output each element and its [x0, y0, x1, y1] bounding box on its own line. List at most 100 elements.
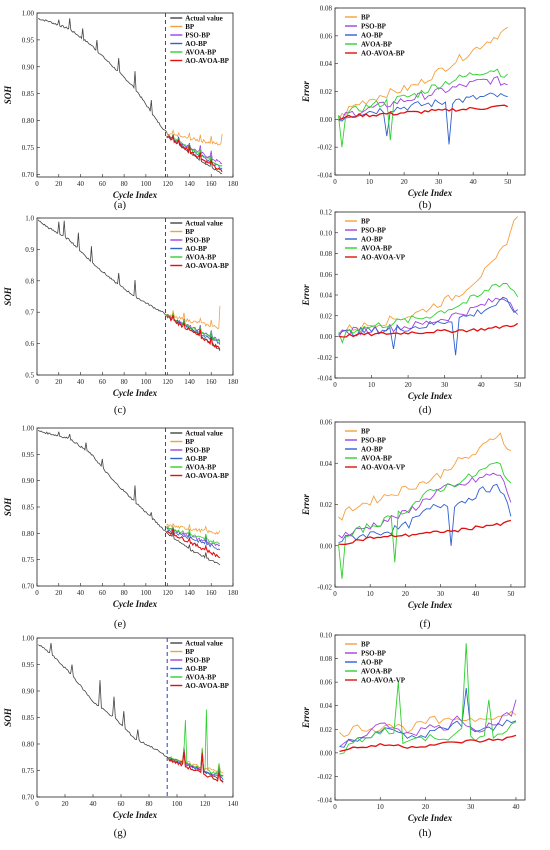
series-aoavoa — [166, 133, 223, 173]
legend-label-bp: BP — [185, 438, 195, 446]
legend-label-bp: BP — [185, 648, 195, 656]
legend-label-avoa: AVOA-BP — [361, 245, 393, 253]
legend-label-aoavoa: AO-AVOA-BP — [185, 682, 229, 690]
series-ao — [338, 92, 508, 145]
legend-label-pso: PSO-BP — [361, 23, 387, 31]
y-tick-label: 0.00 — [320, 116, 333, 124]
x-tick-label: 0 — [35, 800, 39, 808]
x-tick-label: 100 — [172, 800, 183, 808]
y-tick-label: 0.85 — [22, 504, 35, 512]
legend-label-ao: AO-BP — [185, 40, 208, 48]
legend-label-aoavoa: AO-AVOA-VP — [361, 677, 406, 685]
x-tick-label: 40 — [77, 378, 85, 386]
legend-label-avoa: AVOA-BP — [185, 254, 217, 262]
legend-label-avoa: AVOA-BP — [361, 668, 393, 676]
y-tick-label: 0.04 — [320, 60, 333, 68]
x-tick-label: 120 — [162, 180, 173, 188]
legend-label-avoa: AVOA-BP — [185, 49, 217, 57]
panel-d: 0 10 20 30 40 50 -0.04 -0.02 0.00 0.02 0.04 0.06 0.0… — [301, 209, 526, 416]
y-tick-label: 0.95 — [22, 36, 35, 44]
x-axis-label: Cycle Index — [113, 599, 158, 609]
x-tick-label: 0 — [333, 381, 337, 389]
x-tick-label: 60 — [99, 589, 107, 597]
series-pso — [338, 76, 508, 121]
legend-label-bp: BP — [361, 641, 371, 649]
x-tick-label: 160 — [206, 378, 217, 386]
y-tick-label: 0.6 — [25, 340, 34, 348]
x-tick-label: 10 — [368, 381, 376, 389]
y-tick-label: 0.95 — [22, 451, 35, 459]
series-avoa — [339, 643, 517, 755]
x-tick-label: 20 — [55, 180, 63, 188]
legend-label-avoa: AVOA-BP — [185, 674, 217, 682]
x-tick-label: 120 — [200, 800, 211, 808]
y-tick-label: 0.10 — [320, 229, 333, 237]
legend-label-aoavoa: AO-AVOA-VP — [361, 254, 406, 262]
x-tick-label: 80 — [146, 800, 154, 808]
x-tick-label: 80 — [121, 589, 129, 597]
legend-label-aoavoa: AO-AVOA-VP — [361, 464, 406, 472]
series-ao — [166, 134, 223, 170]
legend-label-bp: BP — [185, 23, 195, 31]
y-tick-label: 0.02 — [320, 501, 333, 509]
series-aoavoa — [166, 528, 221, 559]
series-pso — [339, 699, 517, 748]
y-axis-label: SOH — [3, 85, 13, 105]
y-tick-label: 0.8 — [25, 277, 34, 285]
legend-label-aoavoa: AO-AVOA-BP — [185, 262, 229, 270]
series-bp — [166, 522, 221, 535]
y-axis-label: Error — [301, 81, 311, 104]
y-tick-label: 0.85 — [22, 714, 35, 722]
y-tick-label: 0.75 — [22, 767, 35, 775]
y-tick-label: 0.70 — [22, 583, 35, 591]
legend-label-ao: AO-BP — [185, 455, 208, 463]
panel-b: 0 10 20 30 40 50 -0.04 -0.02 0.00 0.02 0.04 0.06 0.0… — [301, 5, 526, 211]
legend-label-bp: BP — [361, 428, 371, 436]
y-tick-label: 0.9 — [25, 246, 34, 254]
y-tick-label: 0.08 — [320, 655, 333, 663]
series-aoavoa — [166, 315, 221, 350]
y-tick-label: 0.90 — [22, 477, 35, 485]
series-avoa — [338, 461, 512, 579]
x-tick-label: 40 — [472, 590, 480, 598]
series-ao — [338, 483, 512, 546]
x-tick-label: 120 — [162, 589, 173, 597]
series-avoa — [166, 312, 221, 343]
x-tick-label: 60 — [118, 800, 126, 808]
y-axis-label: SOH — [3, 497, 13, 517]
y-tick-label: -0.02 — [317, 144, 332, 152]
x-tick-label: 60 — [99, 378, 107, 386]
x-tick-label: 30 — [441, 381, 449, 389]
x-axis-label: Cycle Index — [408, 188, 453, 198]
x-tick-label: 140 — [184, 589, 195, 597]
x-tick-label: 160 — [206, 180, 217, 188]
y-tick-label: 0.08 — [320, 5, 333, 13]
y-tick-label: 0.08 — [320, 250, 333, 258]
x-tick-label: 50 — [504, 178, 512, 186]
x-tick-label: 20 — [422, 803, 430, 811]
series-avoa — [166, 525, 221, 545]
series-bp — [338, 216, 519, 334]
series-aoavoa — [338, 104, 508, 121]
legend-label-aoavoa: AO-AVOA-BP — [185, 57, 229, 65]
legend-label-actual: Actual value — [185, 15, 223, 23]
x-tick-label: 50 — [514, 381, 522, 389]
panel-caption: (c) — [114, 404, 127, 416]
x-tick-label: 180 — [228, 378, 239, 386]
x-tick-label: 20 — [62, 800, 70, 808]
x-tick-label: 160 — [206, 589, 217, 597]
y-axis-label: Error — [301, 707, 311, 730]
x-tick-label: 30 — [437, 590, 445, 598]
y-tick-label: -0.04 — [317, 797, 332, 805]
y-tick-label: -0.04 — [317, 172, 332, 180]
y-tick-label: 0.70 — [22, 171, 35, 179]
panel-e: 0 20 40 60 80 100 120 140 160 180 0.70 0.75 0.80 0.85… — [3, 425, 239, 631]
y-tick-label: 0.06 — [320, 271, 333, 279]
legend-label-actual: Actual value — [185, 430, 223, 438]
x-tick-label: 40 — [470, 178, 478, 186]
x-tick-label: 20 — [55, 378, 63, 386]
panel-caption: (a) — [114, 199, 127, 211]
plot-area — [338, 26, 509, 148]
panel-h: 0 10 20 30 40 -0.04 -0.02 0.00 0.02 0.04 0.06 0.08 0… — [301, 632, 526, 839]
x-tick-label: 100 — [141, 378, 152, 386]
